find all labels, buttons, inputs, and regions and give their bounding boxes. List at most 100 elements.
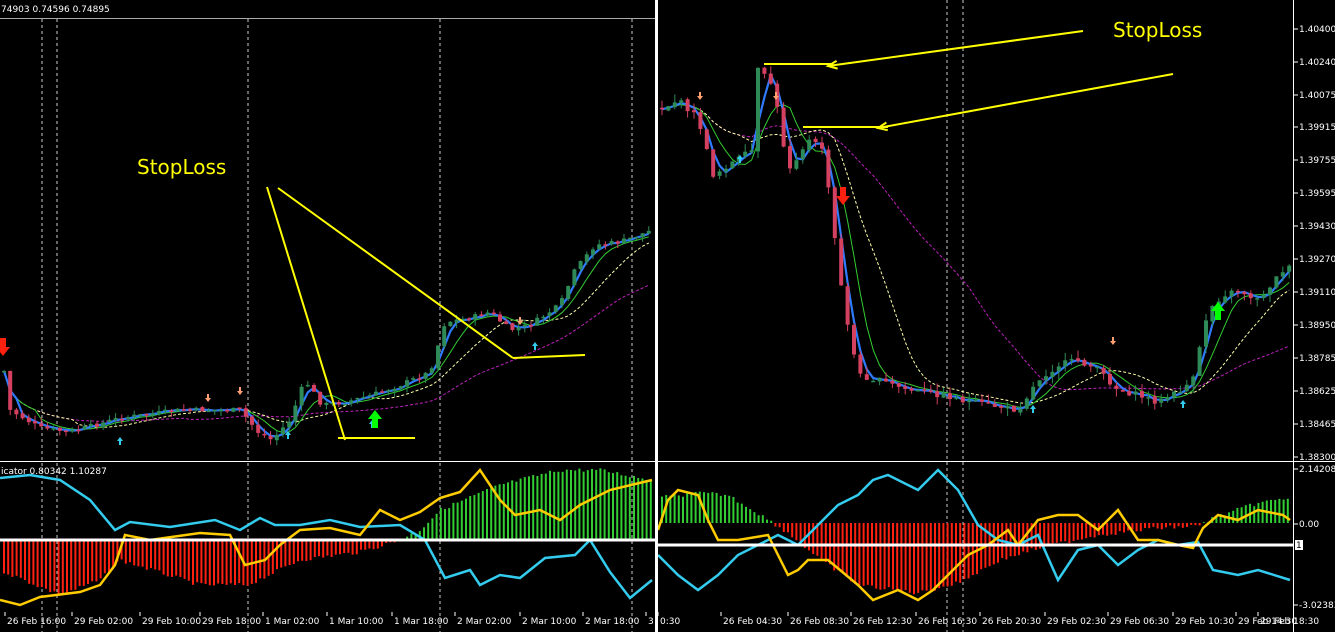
histogram-bar	[938, 523, 941, 589]
histogram-bar	[607, 472, 610, 540]
histogram-bar	[32, 540, 35, 585]
sell-arrow-icon	[1110, 337, 1116, 345]
candle-body	[423, 372, 428, 379]
left-chart-window[interactable]: 74903 0.74596 0.74895 icator 0.80342 1.1…	[0, 0, 655, 632]
right-chart-window[interactable]: StopLoss 1.40400 1.40240 1.40075 1.39915 1.3…	[658, 0, 1335, 632]
histogram-bar	[276, 540, 278, 570]
candle-body	[807, 139, 812, 151]
candle-body	[743, 151, 748, 156]
big-sell-arrow-icon	[0, 338, 10, 356]
candle-body	[711, 149, 716, 177]
left-time-axis: 26 Feb 16:00 29 Feb 02:00 29 Feb 10:00 29 F…	[4, 612, 654, 627]
histogram-bar	[40, 540, 43, 588]
candle-body	[374, 391, 378, 396]
candle-body	[1088, 364, 1093, 367]
histogram-bar	[486, 489, 488, 540]
sell-arrow-icon	[517, 317, 523, 325]
price-label: 1.38950	[1299, 321, 1335, 331]
histogram-bar	[1030, 523, 1033, 549]
right-price-axis[interactable]: 1.40400 1.40240 1.40075 1.39915 1.39755 1.395…	[1293, 25, 1335, 463]
candle-body	[1031, 386, 1036, 400]
histogram-bar	[1123, 523, 1125, 533]
histogram-bar	[1114, 523, 1117, 535]
window-divider[interactable]	[655, 0, 658, 632]
ma-slow-dashed-line	[661, 103, 1290, 404]
candle-body	[922, 389, 927, 391]
candle-body	[355, 397, 360, 400]
histogram-bar	[24, 540, 26, 580]
candle-body	[948, 393, 952, 400]
histogram-bar	[36, 540, 39, 588]
histogram-bar	[707, 492, 710, 523]
time-label: 26 Feb 12:30	[853, 617, 912, 627]
candle-body	[839, 238, 844, 286]
stoploss-arrowhead-icon	[875, 121, 888, 132]
candle-body	[717, 171, 722, 176]
candle-body	[367, 395, 372, 397]
histogram-bar	[586, 470, 589, 540]
histogram-bar	[250, 540, 253, 584]
candle-body	[349, 400, 354, 404]
candle-body	[522, 324, 527, 327]
histogram-bar	[502, 484, 505, 540]
oscillator-cyan-line	[658, 468, 1291, 592]
histogram-bar	[1169, 523, 1172, 526]
histogram-bar	[284, 540, 287, 567]
candle-body	[1069, 359, 1074, 361]
candle-body	[547, 312, 552, 317]
histogram-bar	[133, 540, 136, 566]
candle-body	[113, 418, 118, 421]
candle-body	[324, 402, 329, 405]
candle-body	[64, 430, 68, 433]
candle-body	[188, 409, 192, 411]
histogram-bar	[1215, 515, 1218, 523]
histogram-bar	[368, 540, 371, 549]
left-signal-arrows	[0, 317, 538, 445]
right-stoploss-label: StopLoss	[1113, 18, 1202, 42]
histogram-bar	[1064, 523, 1067, 542]
candle-body	[954, 397, 959, 400]
candle-body	[330, 402, 335, 405]
histogram-bar	[515, 481, 518, 540]
histogram-bar	[778, 523, 781, 528]
histogram-bar	[557, 471, 560, 540]
candle-body	[1076, 358, 1080, 361]
histogram-bar	[1043, 523, 1046, 545]
candle-body	[572, 269, 577, 286]
candle-body	[1165, 397, 1170, 400]
candle-body	[485, 312, 490, 316]
histogram-bar	[1173, 523, 1176, 529]
histogram-bar	[1152, 523, 1155, 527]
candle-body	[138, 414, 143, 416]
histogram-bar	[200, 540, 203, 584]
candle-body	[672, 102, 677, 108]
histogram-bar	[925, 523, 928, 591]
sell-arrow-icon	[773, 92, 779, 100]
histogram-bar	[833, 523, 836, 571]
candle-body	[832, 187, 837, 239]
ma-long-dashed-line	[661, 103, 1290, 391]
histogram-bar	[53, 540, 56, 592]
candle-body	[163, 409, 168, 412]
candle-body	[704, 129, 709, 150]
candle-body	[82, 426, 87, 430]
candle-body	[243, 408, 248, 417]
histogram-bar	[544, 473, 547, 540]
histogram-bar	[553, 471, 556, 540]
histogram-bar	[318, 540, 320, 557]
big-buy-arrow-icon	[1211, 302, 1225, 320]
histogram-bar	[196, 540, 199, 583]
histogram-bar	[1156, 523, 1159, 529]
histogram-bar	[271, 540, 274, 574]
histogram-bar	[913, 523, 915, 595]
candle-body	[39, 423, 44, 427]
ma-fast-line	[2, 232, 650, 438]
indicator-label: -3.02383	[1299, 601, 1335, 611]
candle-body	[890, 380, 895, 384]
candle-body	[1287, 265, 1292, 272]
candle-body	[417, 378, 422, 380]
histogram-bar	[246, 540, 249, 586]
candle-body	[609, 241, 614, 245]
candle-body	[305, 384, 310, 387]
candle-body	[666, 106, 671, 111]
